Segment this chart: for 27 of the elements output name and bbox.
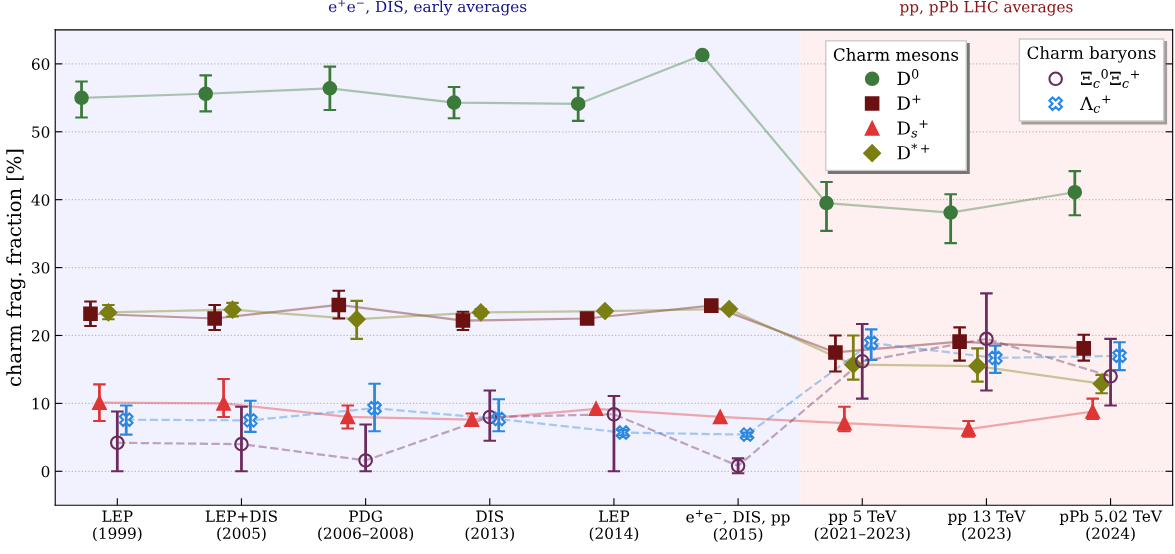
legend-label: D$^{+}$ xyxy=(897,95,921,110)
x-tick-label: DIS (2013) xyxy=(465,510,514,542)
x-tick-label: e$^{+}$e$^{−}$, DIS, pp (2015) xyxy=(686,510,790,542)
legend-label: D$^{0}$ xyxy=(897,69,919,86)
x-tick-label: PDG (2006–2008) xyxy=(318,510,414,542)
text: Charm mesons xyxy=(833,48,959,61)
y-axis-title: charm frag. fraction [%] xyxy=(6,149,26,387)
x-tick-label: LEP+DIS (2005) xyxy=(205,510,277,542)
legend-label: D$_{s}$$^{+}$ xyxy=(897,120,928,138)
legend-label: Λ$_{c}$$^{+}$ xyxy=(1079,95,1111,113)
y-tick-label: 10 xyxy=(32,397,50,410)
x-tick-label: LEP (2014) xyxy=(589,510,639,542)
band-label: pp, pPb LHC averages xyxy=(899,0,1073,16)
y-tick-label: 60 xyxy=(31,58,50,70)
y-tick-label: 20 xyxy=(31,329,50,342)
text: Charm baryons xyxy=(1027,46,1156,63)
y-tick-label: 50 xyxy=(32,126,50,138)
y-tick-label: 0 xyxy=(41,465,50,478)
y-tick-label: 30 xyxy=(32,262,50,274)
legend-label: D$^{*+}$ xyxy=(897,143,930,160)
x-tick-label: pp 13 TeV (2023) xyxy=(947,510,1026,542)
x-tick-label: pp 5 TeV (2021–2023) xyxy=(814,510,910,542)
y-tick-label: 40 xyxy=(31,194,50,206)
x-tick-label: LEP (1999) xyxy=(93,510,142,542)
band-label: e$^{+}$e$^{−}$, DIS, early averages xyxy=(328,0,527,16)
x-tick-label: pPb 5.02 TeV (2024) xyxy=(1059,510,1163,542)
legend-label: Ξ$_{c}$$^{0}$Ξ$_{c}$$^{+}$ xyxy=(1081,69,1139,88)
